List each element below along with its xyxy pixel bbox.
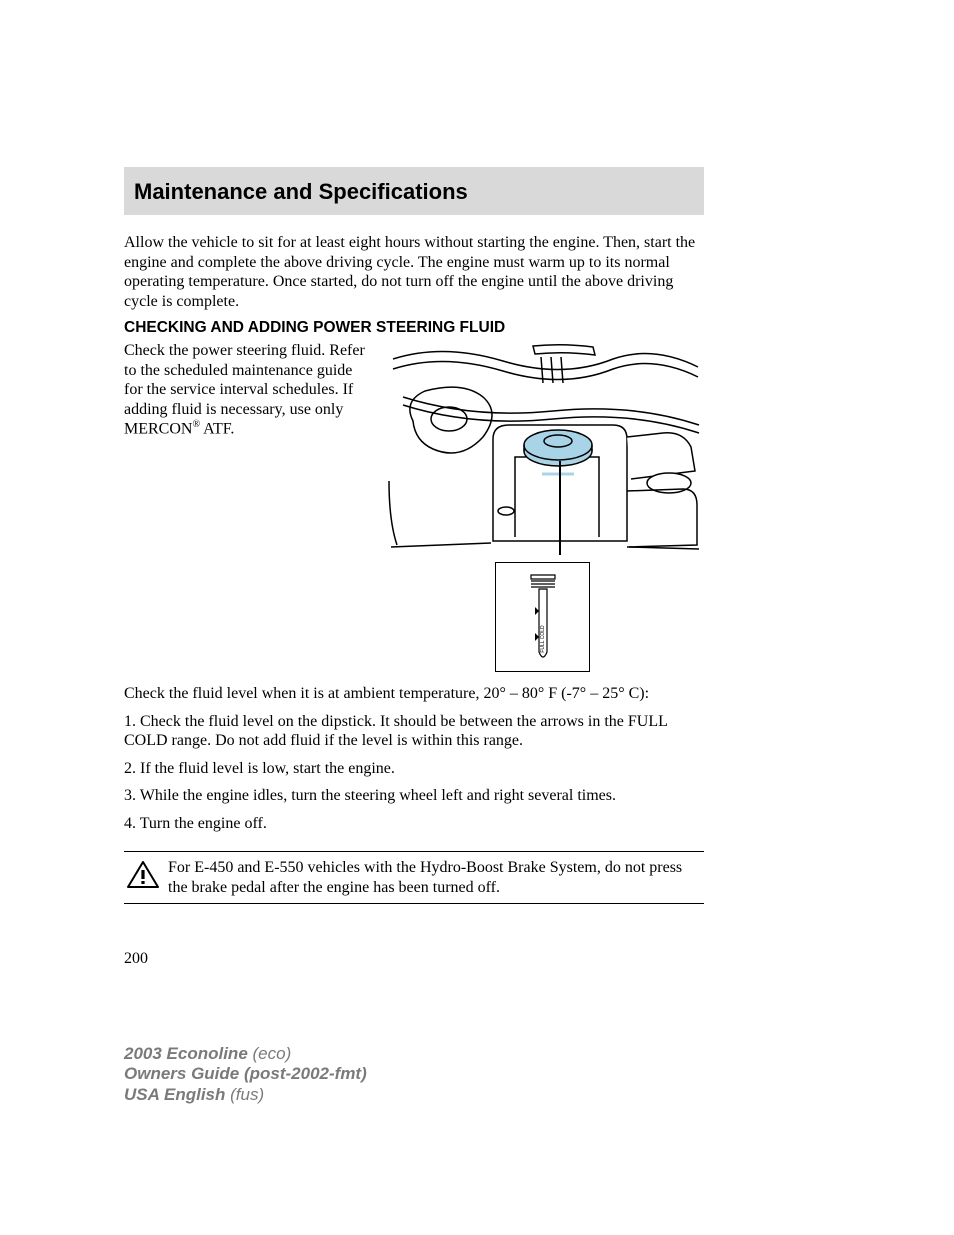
- footer-code-2: (fus): [230, 1085, 264, 1104]
- footer-line-1: 2003 Econoline (eco): [124, 1044, 367, 1064]
- footer-line-3: USA English (fus): [124, 1085, 367, 1105]
- page-content: Maintenance and Specifications Allow the…: [124, 167, 704, 968]
- step-2: 2. If the fluid level is low, start the …: [124, 759, 704, 779]
- subheading: CHECKING AND ADDING POWER STEERING FLUID: [124, 319, 704, 337]
- footer-line-2: Owners Guide (post-2002-fmt): [124, 1064, 367, 1084]
- intro-paragraph: Allow the vehicle to sit for at least ei…: [124, 233, 704, 311]
- steering-text-column: Check the power steering fluid. Refer to…: [124, 341, 369, 447]
- step-4: 4. Turn the engine off.: [124, 814, 704, 834]
- steering-paragraph: Check the power steering fluid. Refer to…: [124, 341, 369, 439]
- footer-model: 2003 Econoline: [124, 1044, 253, 1063]
- warning-block: For E-450 and E-550 vehicles with the Hy…: [124, 851, 704, 904]
- warning-text: For E-450 and E-550 vehicles with the Hy…: [124, 858, 704, 897]
- temperature-paragraph: Check the fluid level when it is at ambi…: [124, 684, 704, 704]
- section-title: Maintenance and Specifications: [134, 179, 694, 205]
- footer-lang: USA English: [124, 1085, 230, 1104]
- steering-prefix: Check the power steering fluid. Refer to…: [124, 342, 365, 437]
- page-number: 200: [124, 950, 704, 968]
- diagram-column: FULL COLD: [381, 341, 704, 672]
- dipstick-diagram-box: FULL COLD: [495, 562, 590, 672]
- section-header: Maintenance and Specifications: [124, 167, 704, 215]
- step-3: 3. While the engine idles, turn the stee…: [124, 786, 704, 806]
- dipstick-label: FULL COLD: [540, 625, 546, 653]
- registered-mark: ®: [192, 419, 200, 430]
- steering-suffix: ATF.: [200, 420, 234, 437]
- warning-triangle-icon: [126, 860, 160, 890]
- dipstick-icon: FULL COLD: [513, 567, 573, 667]
- footer-code-1: (eco): [253, 1044, 292, 1063]
- text-image-row: Check the power steering fluid. Refer to…: [124, 341, 704, 672]
- step-1: 1. Check the fluid level on the dipstick…: [124, 712, 704, 751]
- engine-diagram: [383, 341, 703, 556]
- footer: 2003 Econoline (eco) Owners Guide (post-…: [124, 1044, 367, 1105]
